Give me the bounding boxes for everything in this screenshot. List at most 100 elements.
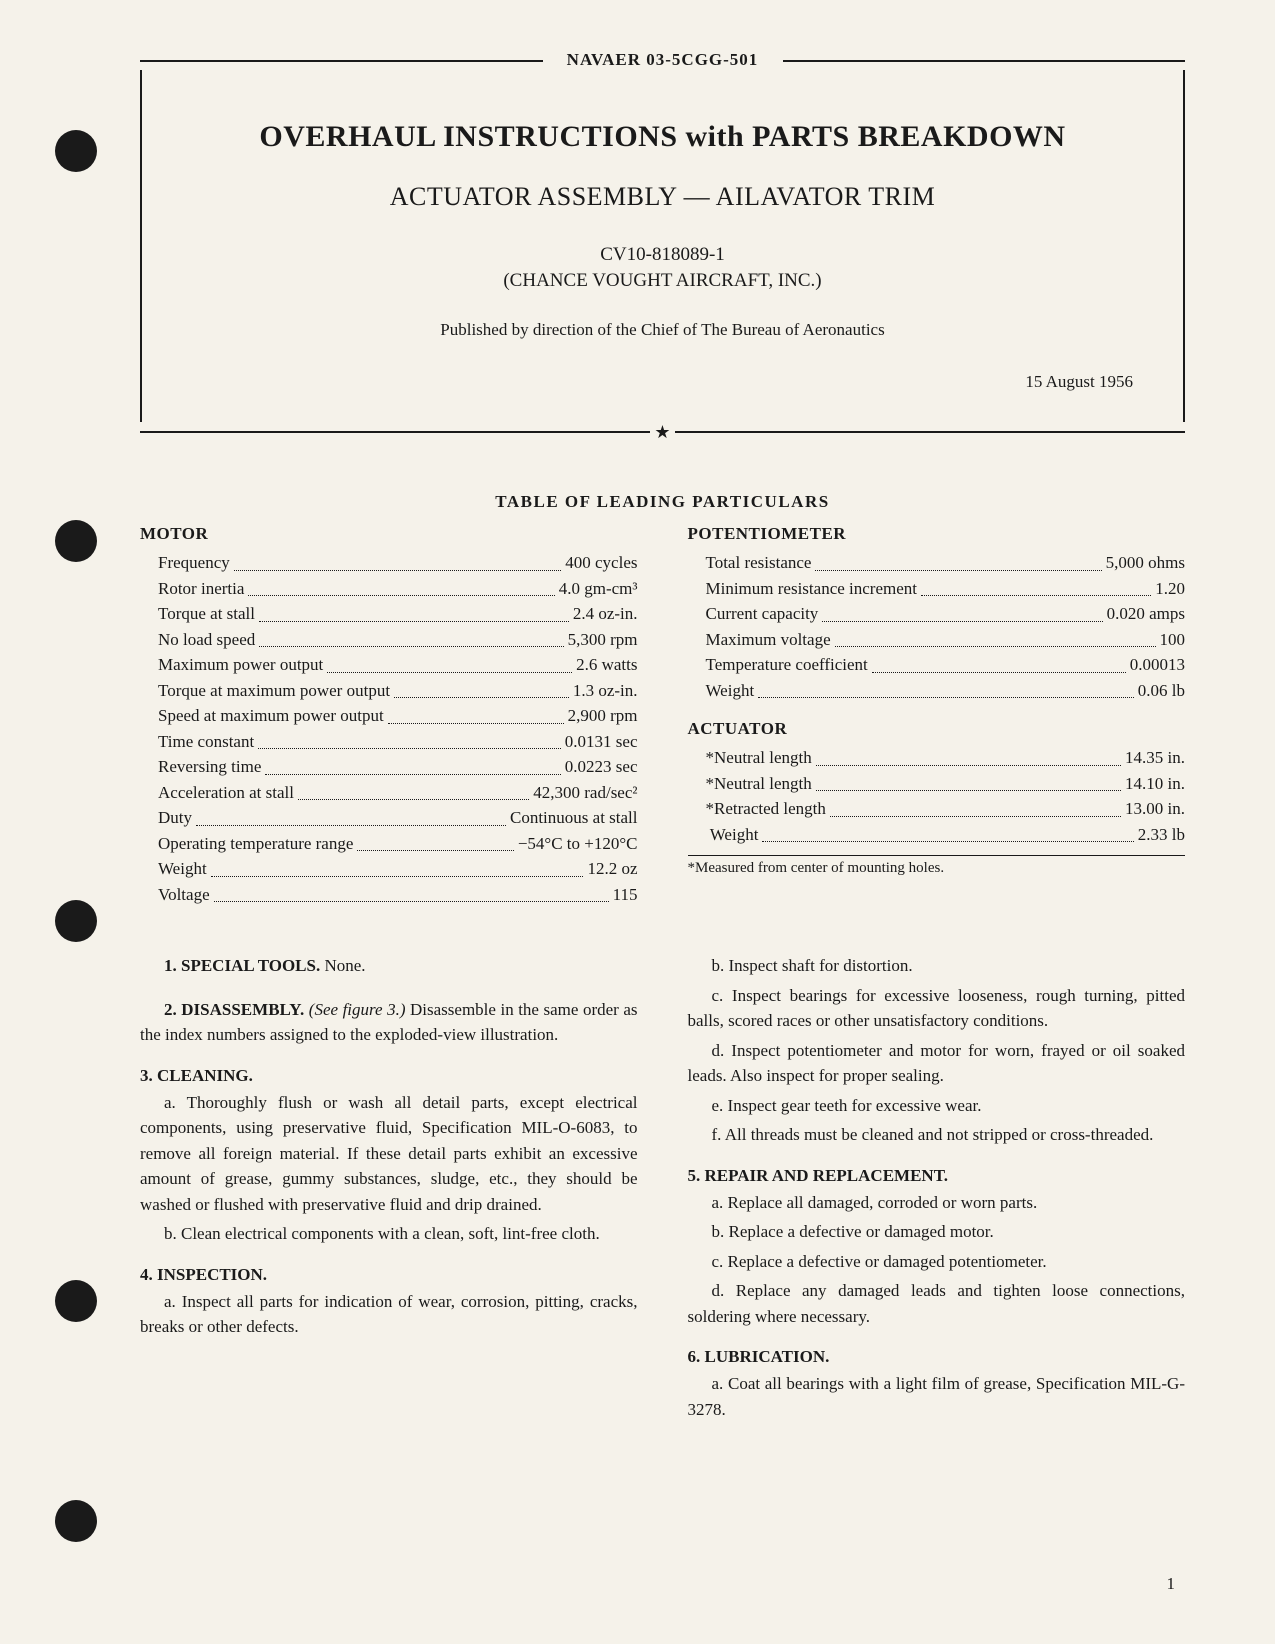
spec-row: Time constant0.0131 sec bbox=[140, 729, 638, 755]
spec-leader-dots bbox=[234, 550, 562, 571]
spec-row: *Neutral length14.35 in. bbox=[688, 745, 1186, 771]
sub-title: ACTUATOR ASSEMBLY — AILAVATOR TRIM bbox=[182, 182, 1143, 212]
spec-row: Acceleration at stall 42,300 rad/sec² bbox=[140, 780, 638, 806]
section-4f: f. All threads must be cleaned and not s… bbox=[688, 1122, 1186, 1148]
section-6-heading: 6. LUBRICATION. bbox=[688, 1347, 1186, 1367]
spec-row: Rotor inertia 4.0 gm-cm³ bbox=[140, 576, 638, 602]
spec-value: 0.00013 bbox=[1130, 652, 1185, 678]
spec-value: Continuous at stall bbox=[510, 805, 638, 831]
punch-hole bbox=[55, 130, 97, 172]
spec-label: Torque at stall bbox=[158, 601, 255, 627]
spec-label: Weight bbox=[706, 678, 755, 704]
spec-leader-dots bbox=[327, 652, 572, 673]
spec-row: Weight 12.2 oz bbox=[140, 856, 638, 882]
spec-leader-dots bbox=[214, 882, 609, 903]
section-5a: a. Replace all damaged, corroded or worn… bbox=[688, 1190, 1186, 1216]
potentiometer-heading: POTENTIOMETER bbox=[688, 524, 1186, 544]
spec-leader-dots bbox=[196, 805, 506, 826]
spec-leader-dots bbox=[815, 550, 1101, 571]
document-id: NAVAER 03-5CGG-501 bbox=[559, 50, 767, 69]
punch-hole bbox=[55, 1500, 97, 1542]
section-3b: b. Clean electrical components with a cl… bbox=[140, 1221, 638, 1247]
spec-leader-dots bbox=[259, 627, 563, 648]
spec-row: Torque at stall 2.4 oz-in. bbox=[140, 601, 638, 627]
spec-value: 4.0 gm-cm³ bbox=[559, 576, 638, 602]
specs-right-col: POTENTIOMETER Total resistance5,000 ohms… bbox=[688, 524, 1186, 923]
spec-label: Current capacity bbox=[706, 601, 819, 627]
part-number: CV10-818089-1 bbox=[182, 244, 1143, 266]
punch-hole bbox=[55, 1280, 97, 1322]
spec-leader-dots bbox=[822, 601, 1102, 622]
spec-row: Weight2.33 lb bbox=[688, 822, 1186, 848]
spec-leader-dots bbox=[762, 822, 1133, 843]
spec-row: Maximum voltage 100 bbox=[688, 627, 1186, 653]
spec-leader-dots bbox=[835, 627, 1156, 648]
specs-columns: MOTOR Frequency400 cyclesRotor inertia4.… bbox=[140, 524, 1185, 923]
body-columns: 1. SPECIAL TOOLS. None. 2. DISASSEMBLY. … bbox=[140, 953, 1185, 1426]
spec-row: Reversing time0.0223 sec bbox=[140, 754, 638, 780]
spec-value: 12.2 oz bbox=[587, 856, 637, 882]
spec-label: Weight bbox=[706, 822, 759, 848]
spec-value: 115 bbox=[613, 882, 638, 908]
spec-label: No load speed bbox=[158, 627, 255, 653]
spec-row: Maximum power output 2.6 watts bbox=[140, 652, 638, 678]
spec-value: 2.4 oz-in. bbox=[573, 601, 638, 627]
spec-label: *Neutral length bbox=[706, 771, 812, 797]
section-2-heading: 2. DISASSEMBLY. bbox=[164, 1000, 304, 1019]
spec-value: 0.0223 sec bbox=[565, 754, 638, 780]
spec-leader-dots bbox=[259, 601, 569, 622]
spec-row: Duty Continuous at stall bbox=[140, 805, 638, 831]
specs-left-col: MOTOR Frequency400 cyclesRotor inertia4.… bbox=[140, 524, 638, 923]
spec-label: Maximum power output bbox=[158, 652, 323, 678]
spec-leader-dots bbox=[248, 576, 554, 597]
star-divider: ★ bbox=[140, 422, 1185, 442]
body-right-col: b. Inspect shaft for distortion. c. Insp… bbox=[688, 953, 1186, 1426]
spec-value: 100 bbox=[1160, 627, 1186, 653]
section-4a: a. Inspect all parts for indication of w… bbox=[140, 1289, 638, 1340]
spec-row: Frequency400 cycles bbox=[140, 550, 638, 576]
spec-leader-dots bbox=[758, 678, 1134, 699]
spec-value: 0.06 lb bbox=[1138, 678, 1185, 704]
section-5c: c. Replace a defective or damaged potent… bbox=[688, 1249, 1186, 1275]
spec-row: Total resistance5,000 ohms bbox=[688, 550, 1186, 576]
section-4c: c. Inspect bearings for excessive loosen… bbox=[688, 983, 1186, 1034]
motor-rows: Frequency400 cyclesRotor inertia 4.0 gm-c… bbox=[140, 550, 638, 907]
spec-leader-dots bbox=[921, 576, 1151, 597]
spec-row: Weight 0.06 lb bbox=[688, 678, 1186, 704]
spec-value: 2.6 watts bbox=[576, 652, 637, 678]
spec-row: *Neutral length14.10 in. bbox=[688, 771, 1186, 797]
section-6a: a. Coat all bearings with a light film o… bbox=[688, 1371, 1186, 1422]
spec-row: Speed at maximum power output2,900 rpm bbox=[140, 703, 638, 729]
spec-label: Acceleration at stall bbox=[158, 780, 294, 806]
spec-value: 5,000 ohms bbox=[1106, 550, 1185, 576]
spec-label: Minimum resistance increment bbox=[706, 576, 918, 602]
spec-leader-dots bbox=[211, 856, 584, 877]
spec-label: Duty bbox=[158, 805, 192, 831]
manufacturer: (CHANCE VOUGHT AIRCRAFT, INC.) bbox=[182, 270, 1143, 292]
table-title: TABLE OF LEADING PARTICULARS bbox=[140, 492, 1185, 512]
spec-row: Voltage115 bbox=[140, 882, 638, 908]
section-5d: d. Replace any damaged leads and tighten… bbox=[688, 1278, 1186, 1329]
spec-label: Speed at maximum power output bbox=[158, 703, 384, 729]
spec-label: Weight bbox=[158, 856, 207, 882]
page-number: 1 bbox=[1167, 1574, 1176, 1594]
punch-hole bbox=[55, 520, 97, 562]
spec-label: Rotor inertia bbox=[158, 576, 244, 602]
spec-value: 42,300 rad/sec² bbox=[533, 780, 637, 806]
spec-row: *Retracted length13.00 in. bbox=[688, 796, 1186, 822]
publication-date: 15 August 1956 bbox=[182, 372, 1143, 392]
header-band: NAVAER 03-5CGG-501 bbox=[140, 50, 1185, 70]
spec-row: No load speed5,300 rpm bbox=[140, 627, 638, 653]
body-left-col: 1. SPECIAL TOOLS. None. 2. DISASSEMBLY. … bbox=[140, 953, 638, 1426]
spec-row: Torque at maximum power output1.3 oz-in. bbox=[140, 678, 638, 704]
spec-leader-dots bbox=[258, 729, 561, 750]
spec-label: Temperature coefficient bbox=[706, 652, 868, 678]
spec-leader-dots bbox=[816, 745, 1121, 766]
spec-label: Operating temperature range bbox=[158, 831, 353, 857]
section-4d: d. Inspect potentiometer and motor for w… bbox=[688, 1038, 1186, 1089]
section-4-heading: 4. INSPECTION. bbox=[140, 1265, 638, 1285]
potentiometer-specs: POTENTIOMETER Total resistance5,000 ohms… bbox=[688, 524, 1186, 703]
section-3a: a. Thoroughly flush or wash all detail p… bbox=[140, 1090, 638, 1218]
spec-label: *Retracted length bbox=[706, 796, 826, 822]
spec-label: Maximum voltage bbox=[706, 627, 831, 653]
